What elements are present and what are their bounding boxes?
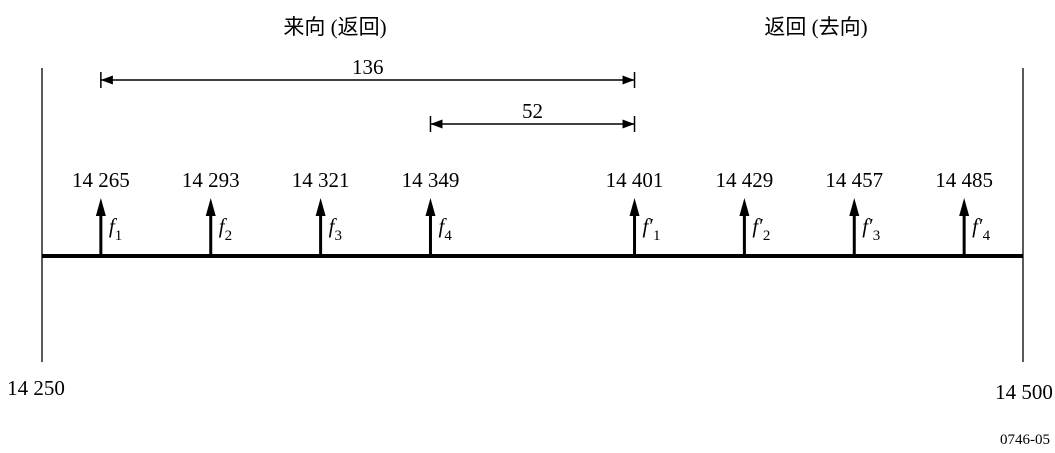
carrier-symbol: f′2 xyxy=(752,214,770,244)
carrier: 14 321 f3 xyxy=(292,168,350,256)
carrier-frequency-label: 14 429 xyxy=(716,168,774,192)
carrier-arrowhead xyxy=(629,198,640,216)
carrier-symbol: f2 xyxy=(219,214,232,244)
span-arrowhead xyxy=(100,75,113,85)
figure-reference: 0746-05 xyxy=(1000,432,1050,448)
carrier: 14 265 f1 xyxy=(72,168,130,256)
carrier-symbol: f′4 xyxy=(972,214,990,244)
carrier: 14 457 f′3 xyxy=(825,168,883,256)
carrier-frequency-label: 14 321 xyxy=(292,168,350,192)
carrier: 14 293 f2 xyxy=(182,168,240,256)
span-dimension: 136 xyxy=(100,55,636,88)
carrier: 14 429 f′2 xyxy=(716,168,774,256)
band-start-label: 14 250 xyxy=(7,376,65,400)
span-arrowhead xyxy=(430,119,443,129)
span-arrowhead xyxy=(622,75,635,85)
carrier-symbol: f′3 xyxy=(862,214,880,244)
carrier-frequency-label: 14 349 xyxy=(402,168,460,192)
span-dimension: 52 xyxy=(429,99,636,132)
carrier: 14 485 f′4 xyxy=(935,168,993,256)
header-left: 来向 (返回) xyxy=(283,15,386,39)
carrier-frequency-label: 14 457 xyxy=(825,168,883,192)
carrier-arrowhead xyxy=(849,198,860,216)
header-right: 返回 (去向) xyxy=(764,15,867,39)
carrier-frequency-label: 14 401 xyxy=(606,168,664,192)
carrier-arrowhead xyxy=(739,198,750,216)
carrier-frequency-label: 14 265 xyxy=(72,168,130,192)
carrier-symbol: f3 xyxy=(329,214,342,244)
carrier-arrowhead xyxy=(959,198,970,216)
band-end-label: 14 500 xyxy=(995,380,1053,404)
carrier-frequency-label: 14 485 xyxy=(935,168,993,192)
carrier-symbol: f1 xyxy=(109,214,122,244)
carrier-arrowhead xyxy=(95,198,106,216)
span-label: 52 xyxy=(522,99,543,123)
carrier: 14 401 f′1 xyxy=(606,168,664,256)
carrier-arrowhead xyxy=(205,198,216,216)
carrier-symbol: f4 xyxy=(438,214,452,244)
span-label: 136 xyxy=(352,55,384,79)
carrier: 14 349 f4 xyxy=(402,168,460,256)
span-arrowhead xyxy=(622,119,635,129)
carrier-arrowhead xyxy=(315,198,326,216)
carrier-frequency-label: 14 293 xyxy=(182,168,240,192)
carrier-arrowhead xyxy=(425,198,436,216)
carrier-symbol: f′1 xyxy=(643,214,661,244)
